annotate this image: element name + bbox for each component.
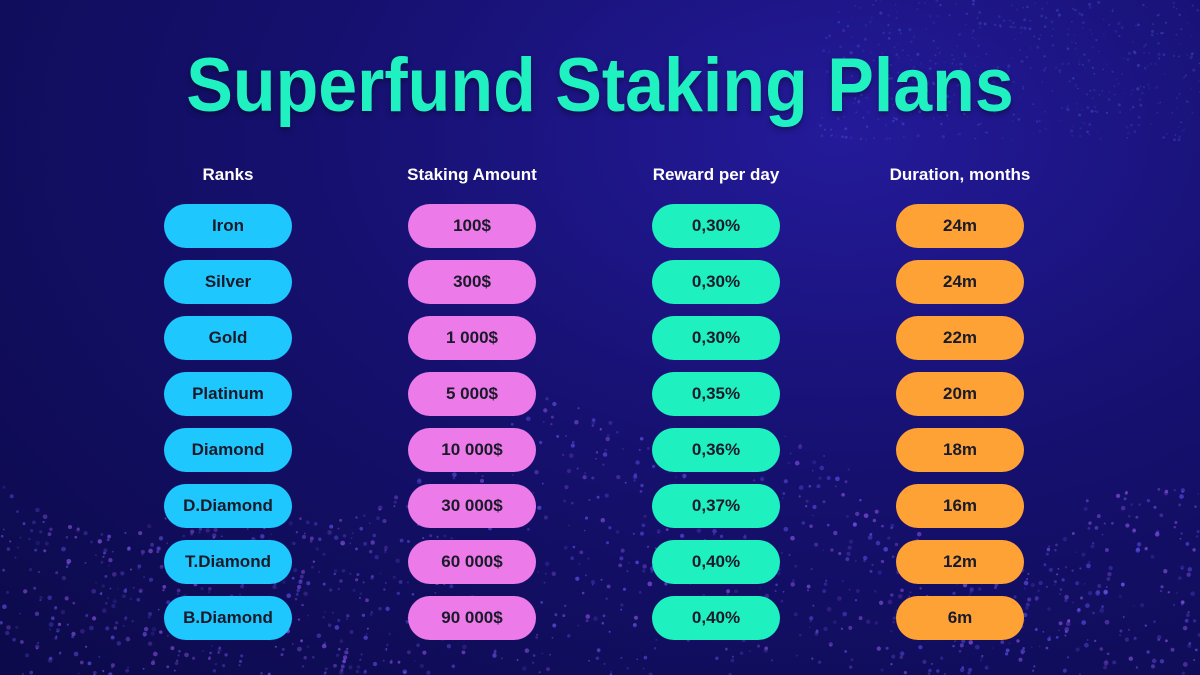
ranks-header: Ranks (202, 165, 254, 184)
rank-pill[interactable]: T.Diamond (164, 540, 292, 584)
duration-pill[interactable]: 20m (896, 372, 1024, 416)
reward-pill[interactable]: 0,35% (652, 372, 780, 416)
duration-pill[interactable]: 6m (896, 596, 1024, 640)
amount-column: Staking Amount 100$ 300$ 1 000$ 5 000$ 1… (350, 160, 594, 652)
reward-pill[interactable]: 0,40% (652, 540, 780, 584)
rank-pill[interactable]: Iron (164, 204, 292, 248)
rank-pill[interactable]: Diamond (164, 428, 292, 472)
reward-pill[interactable]: 0,30% (652, 204, 780, 248)
rank-pill[interactable]: D.Diamond (164, 484, 292, 528)
reward-pill[interactable]: 0,36% (652, 428, 780, 472)
plans-table: Ranks Iron Silver Gold Platinum Diamond … (106, 160, 1106, 650)
reward-column: Reward per day 0,30% 0,30% 0,30% 0,35% 0… (594, 160, 838, 652)
duration-pill[interactable]: 12m (896, 540, 1024, 584)
amount-pill[interactable]: 60 000$ (408, 540, 536, 584)
amount-header: Staking Amount (407, 165, 537, 184)
duration-pill[interactable]: 24m (896, 204, 1024, 248)
reward-pill[interactable]: 0,40% (652, 596, 780, 640)
rank-pill[interactable]: B.Diamond (164, 596, 292, 640)
page-title: Superfund Staking Plans (186, 43, 1014, 128)
amount-pill[interactable]: 10 000$ (408, 428, 536, 472)
reward-pill[interactable]: 0,37% (652, 484, 780, 528)
reward-pill[interactable]: 0,30% (652, 260, 780, 304)
amount-pill[interactable]: 30 000$ (408, 484, 536, 528)
duration-column: Duration, months 24m 24m 22m 20m 18m 16m… (838, 160, 1082, 652)
amount-pill[interactable]: 300$ (408, 260, 536, 304)
reward-pill[interactable]: 0,30% (652, 316, 780, 360)
duration-pill[interactable]: 18m (896, 428, 1024, 472)
rank-pill[interactable]: Silver (164, 260, 292, 304)
rank-pill[interactable]: Platinum (164, 372, 292, 416)
reward-header: Reward per day (652, 165, 780, 184)
duration-header: Duration, months (889, 165, 1031, 184)
duration-pill[interactable]: 24m (896, 260, 1024, 304)
duration-pill[interactable]: 16m (896, 484, 1024, 528)
ranks-column: Ranks Iron Silver Gold Platinum Diamond … (106, 160, 350, 652)
duration-pill[interactable]: 22m (896, 316, 1024, 360)
amount-pill[interactable]: 5 000$ (408, 372, 536, 416)
amount-pill[interactable]: 90 000$ (408, 596, 536, 640)
amount-pill[interactable]: 100$ (408, 204, 536, 248)
amount-pill[interactable]: 1 000$ (408, 316, 536, 360)
rank-pill[interactable]: Gold (164, 316, 292, 360)
